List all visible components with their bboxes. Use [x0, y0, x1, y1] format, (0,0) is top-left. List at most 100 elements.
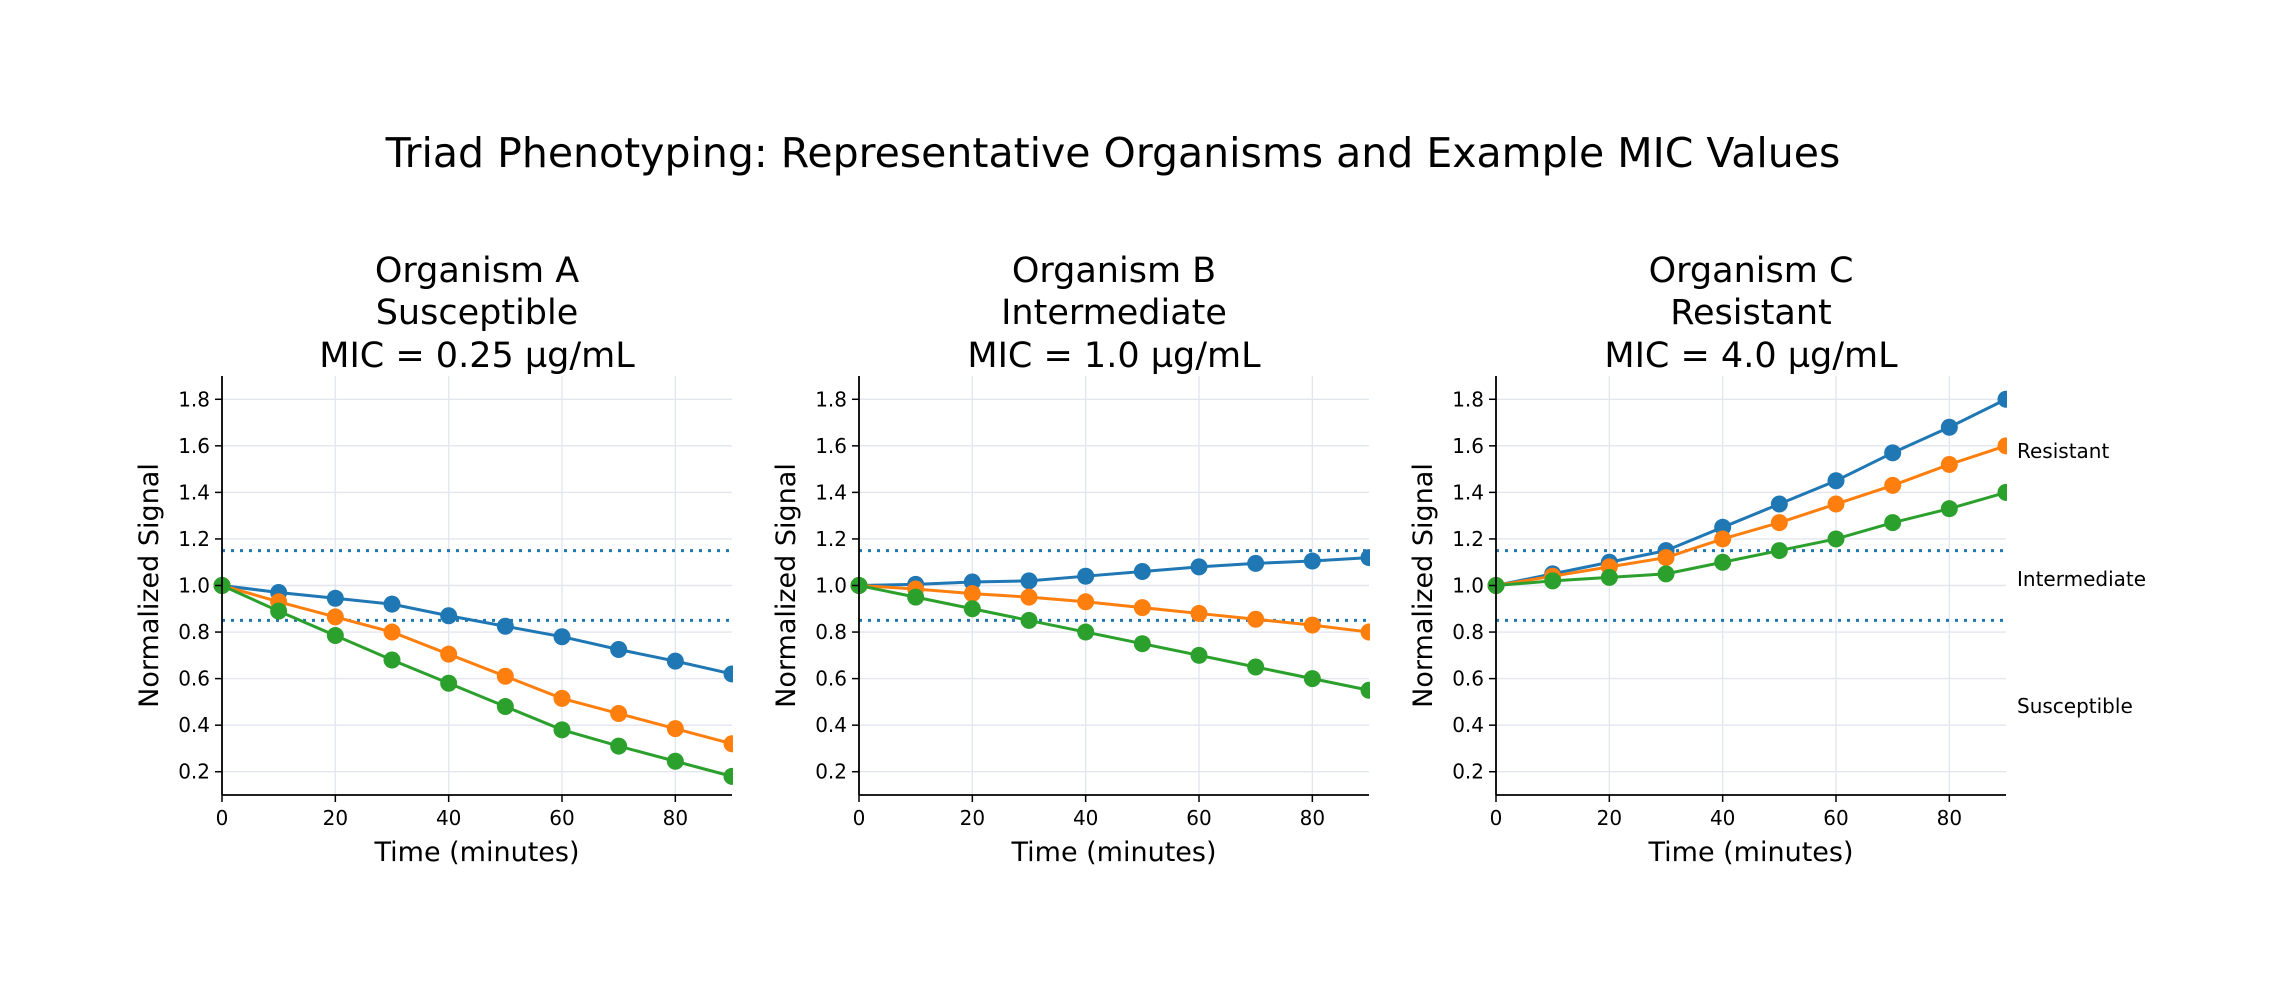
y-tick-label: 1.8: [1452, 387, 1484, 411]
clip-mask: [1370, 364, 1382, 807]
data-point: [1247, 610, 1265, 628]
series-line-0: [858, 556, 1370, 587]
panel-title-line: Organism C: [1649, 251, 1854, 291]
x-tick-label: 40: [1073, 806, 1098, 830]
data-point: [553, 689, 571, 707]
data-point: [666, 652, 684, 670]
data-point: [1303, 552, 1321, 570]
data-point: [496, 667, 514, 685]
y-tick-label: 1.0: [1452, 574, 1484, 598]
data-point: [1714, 530, 1732, 548]
data-point: [1657, 549, 1675, 567]
data-point: [383, 623, 401, 641]
y-tick-label: 0.4: [178, 713, 210, 737]
x-tick-label: 0: [1490, 806, 1503, 830]
data-point: [1940, 455, 1958, 473]
y-tick-label: 0.8: [1452, 620, 1484, 644]
data-point: [1133, 635, 1151, 653]
data-point: [1133, 599, 1151, 617]
zone-label-susceptible: Susceptible: [2017, 694, 2133, 718]
panel-title-line: MIC = 1.0 µg/mL: [967, 336, 1261, 376]
y-tick-label: 1.0: [815, 574, 847, 598]
x-tick-label: 20: [960, 806, 985, 830]
y-tick-label: 1.2: [1452, 527, 1484, 551]
data-point: [963, 600, 981, 618]
series-line-1: [858, 584, 1370, 634]
data-point: [326, 608, 344, 626]
data-point: [383, 651, 401, 669]
data-point: [963, 573, 981, 591]
x-tick-label: 40: [1710, 806, 1735, 830]
series-line-0: [1495, 397, 2007, 587]
data-point: [666, 720, 684, 738]
series-line-2: [221, 584, 733, 778]
x-tick-label: 20: [323, 806, 348, 830]
x-tick-label: 80: [663, 806, 688, 830]
series-line-0: [221, 584, 733, 676]
panel-title-line: Intermediate: [1001, 293, 1227, 333]
y-tick-label: 0.8: [815, 620, 847, 644]
data-point: [1077, 623, 1095, 641]
data-point: [1827, 530, 1845, 548]
data-point: [610, 705, 628, 723]
x-tick-label: 60: [1823, 806, 1848, 830]
y-tick-label: 1.6: [1452, 434, 1484, 458]
y-tick-label: 0.2: [815, 760, 847, 784]
zone-labels: Resistant Intermediate Susceptible: [2017, 439, 2146, 718]
data-point: [553, 628, 571, 646]
x-tick-label: 0: [216, 806, 229, 830]
x-axis-label: Time (minutes): [373, 837, 579, 868]
data-point: [1827, 472, 1845, 490]
data-point: [1544, 572, 1562, 590]
y-tick-label: 1.6: [815, 434, 847, 458]
clip-mask: [2007, 364, 2017, 807]
data-point: [1190, 646, 1208, 664]
data-point: [1247, 658, 1265, 676]
data-point: [1770, 514, 1788, 532]
y-axis-label: Normalized Signal: [134, 463, 165, 708]
panel-0: 0 20 40 60 80 0.2 0.4 0.6 0.8 1.0 1.2 1.4 1.6 1.8 Time…: [134, 251, 745, 868]
panel-2: 0 20 40 60 80 0.2 0.4 0.6 0.8 1.0 1.2 1.4 1.6 1.8 Time…: [1408, 251, 2017, 868]
x-tick-label: 40: [436, 806, 461, 830]
x-axis-label: Time (minutes): [1647, 837, 1853, 868]
data-point: [1133, 563, 1151, 581]
data-point: [1077, 567, 1095, 585]
data-point: [1884, 514, 1902, 532]
data-point: [1303, 616, 1321, 634]
y-tick-label: 1.4: [1452, 480, 1484, 504]
y-tick-label: 1.4: [815, 480, 847, 504]
y-tick-label: 1.4: [178, 480, 210, 504]
panel-title-line: Organism A: [375, 251, 579, 291]
y-tick-label: 0.4: [1452, 713, 1484, 737]
data-point: [1827, 495, 1845, 513]
y-tick-label: 0.2: [178, 760, 210, 784]
data-point: [270, 602, 288, 620]
data-point: [440, 607, 458, 625]
data-point: [1303, 670, 1321, 688]
y-tick-label: 1.2: [815, 527, 847, 551]
series-line-1: [1495, 444, 2007, 587]
panel-title-line: MIC = 4.0 µg/mL: [1604, 336, 1898, 376]
panel-title-line: MIC = 0.25 µg/mL: [319, 336, 635, 376]
x-tick-label: 60: [549, 806, 574, 830]
zone-label-resistant: Resistant: [2017, 439, 2109, 463]
panel-title-line: Resistant: [1670, 293, 1832, 333]
data-point: [1077, 593, 1095, 611]
x-axis-label: Time (minutes): [1010, 837, 1216, 868]
series-line-2: [1495, 490, 2007, 587]
zone-label-intermediate: Intermediate: [2017, 567, 2146, 591]
data-point: [1247, 554, 1265, 572]
data-point: [610, 641, 628, 659]
series-line-1: [221, 584, 733, 746]
x-tick-label: 80: [1300, 806, 1325, 830]
x-tick-label: 60: [1186, 806, 1211, 830]
x-tick-label: 0: [853, 806, 866, 830]
data-point: [963, 585, 981, 603]
data-point: [326, 589, 344, 607]
data-point: [610, 737, 628, 755]
y-tick-label: 1.0: [178, 574, 210, 598]
data-point: [553, 721, 571, 739]
panel-title-line: Susceptible: [376, 293, 579, 333]
data-point: [1940, 500, 1958, 518]
